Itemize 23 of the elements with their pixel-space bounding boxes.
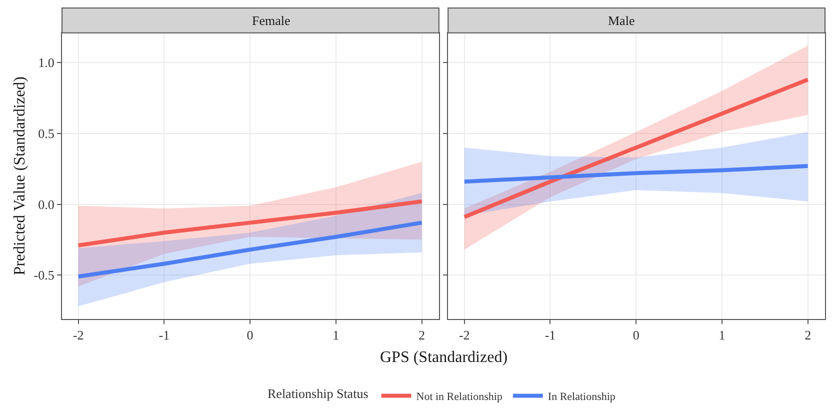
y-tick-label: -0.5 [34,268,54,283]
x-tick-label: 0 [246,328,254,343]
x-tick-label: -2 [458,328,470,343]
line-series [76,199,424,248]
x-tick-label: -2 [72,328,84,343]
legend-title: Relationship Status [268,386,368,402]
x-tick-label: 1 [332,328,340,343]
y-tick-label: 1.0 [38,55,54,70]
x-tick-label: 1 [718,328,726,343]
y-axis-title: Predicted Value (Standardized) [12,76,29,276]
chart-title: Male [608,13,635,28]
legend-label: Not in Relationship [416,390,503,403]
y-tick-label: 0.5 [38,126,54,141]
x-tick-label: -1 [158,328,170,343]
x-tick-label: 0 [632,328,640,343]
x-tick-label: -1 [544,328,556,343]
legend-label: In Relationship [548,390,616,403]
x-tick-label: 2 [418,328,425,343]
x-tick-label: 2 [804,328,812,343]
chart-title: Female [252,13,290,28]
x-axis-title: GPS (Standardized) [380,349,508,366]
line-series [76,220,424,279]
y-tick-label: 0.0 [38,196,54,212]
